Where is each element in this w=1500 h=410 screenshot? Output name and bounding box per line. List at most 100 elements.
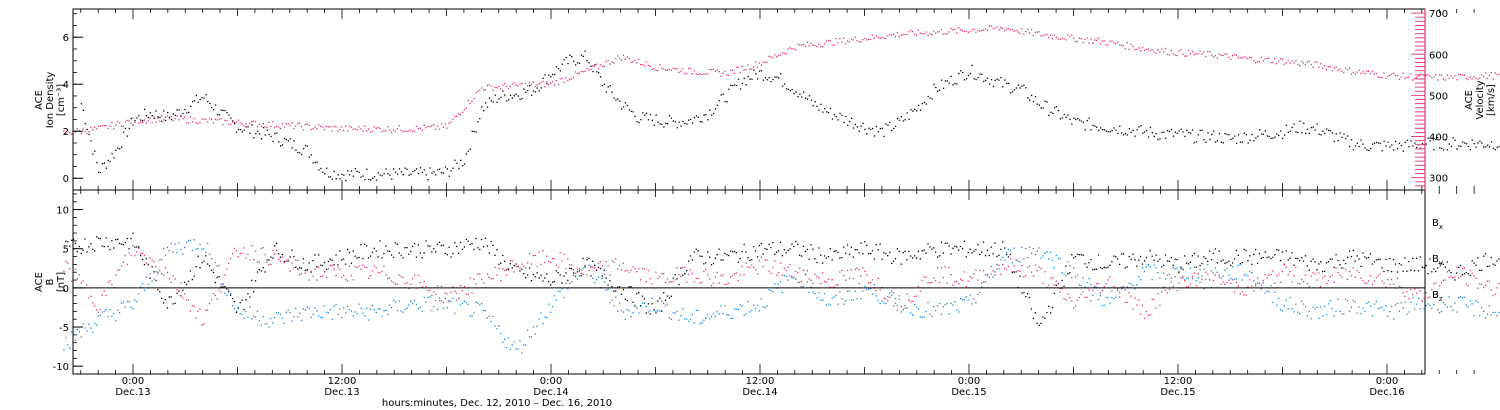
by-point-456 — [937, 305, 939, 307]
bx-point-138 — [327, 260, 329, 263]
density-point-202 — [467, 150, 469, 152]
density-point-254 — [567, 62, 569, 65]
density-point-34 — [145, 115, 148, 117]
bz-point-285 — [609, 274, 611, 276]
bz-point-281 — [601, 265, 603, 267]
bx-point-506 — [1032, 317, 1034, 320]
by-point-493 — [1007, 248, 1010, 250]
density-point-114 — [299, 152, 301, 154]
bz-point-84 — [224, 274, 226, 276]
bz-point-203 — [452, 286, 454, 288]
bz-point-550 — [1117, 290, 1119, 292]
bz-point-554 — [1124, 301, 1126, 304]
bz-point-594 — [1201, 278, 1203, 280]
by-point-588 — [1189, 267, 1192, 269]
bx-point-57 — [172, 303, 174, 305]
velocity-point-308 — [653, 68, 655, 70]
velocity-point-740 — [1481, 74, 1483, 76]
density-point-98 — [268, 133, 270, 136]
bx-point-15 — [92, 248, 94, 250]
bz-point-338 — [710, 284, 713, 287]
by-point-293 — [624, 318, 626, 320]
velocity-point-259 — [559, 78, 561, 80]
by-point-10 — [82, 323, 84, 325]
density-point-186 — [437, 169, 439, 171]
bx-point-668 — [1343, 259, 1345, 261]
velocity-point-295 — [628, 58, 630, 60]
bz-point-567 — [1149, 314, 1151, 316]
velocity-point-655 — [1318, 66, 1320, 68]
velocity-point-331 — [697, 74, 699, 76]
velocity-point-255 — [551, 81, 554, 83]
velocity-point-16 — [94, 126, 96, 128]
bz-point-315 — [666, 278, 669, 280]
by-point-453 — [931, 315, 933, 318]
density-point-453 — [948, 82, 950, 84]
velocity-point-84 — [224, 119, 226, 121]
by-point-400 — [829, 304, 831, 306]
bz-point-298 — [634, 267, 636, 270]
bz-point-639 — [1287, 274, 1289, 276]
velocity-point-638 — [1285, 62, 1287, 64]
bz-point-297 — [632, 266, 634, 268]
by-point-613 — [1237, 264, 1239, 267]
bz-point-329 — [693, 281, 695, 283]
bx-point-133 — [318, 254, 320, 256]
velocity-point-278 — [595, 63, 598, 65]
bx-point-599 — [1210, 259, 1213, 261]
bx-point-336 — [707, 251, 709, 253]
bz-point-495 — [1011, 270, 1013, 273]
by-point-547 — [1111, 297, 1113, 299]
bx-point-551 — [1119, 263, 1121, 265]
by-point-744 — [1488, 305, 1490, 307]
by-point-683 — [1371, 315, 1374, 317]
bx-point-239 — [521, 268, 523, 270]
bx-point-124 — [300, 267, 303, 269]
bx-point-582 — [1178, 272, 1180, 274]
by-point-297 — [632, 312, 634, 314]
density-point-170 — [406, 168, 408, 170]
by-point-691 — [1387, 315, 1389, 317]
density-point-83 — [239, 129, 242, 131]
velocity-point-289 — [617, 55, 619, 57]
velocity-point-379 — [789, 47, 791, 49]
by-point-320 — [676, 310, 678, 313]
by-point-720 — [1442, 302, 1444, 304]
bz-point-748 — [1496, 287, 1498, 289]
bx-point-47 — [153, 271, 155, 273]
velocity-point-39 — [138, 122, 140, 124]
bz-point-479 — [981, 282, 983, 284]
density-point-221 — [504, 94, 506, 96]
by-point-308 — [653, 309, 655, 312]
bx-point-297 — [632, 301, 634, 303]
by-point-300 — [638, 312, 640, 314]
bz-point-143 — [337, 266, 339, 268]
bx-point-390 — [810, 244, 812, 246]
by-point-545 — [1107, 296, 1109, 299]
by-point-143 — [337, 313, 339, 316]
bx-point-200 — [446, 254, 448, 256]
velocity-point-672 — [1350, 73, 1353, 75]
bz-point-580 — [1174, 275, 1176, 278]
by-point-81 — [218, 264, 220, 267]
density-point-231 — [523, 88, 525, 90]
bz-point-380 — [791, 275, 793, 277]
by-point-688 — [1381, 306, 1383, 308]
bz-point-561 — [1138, 299, 1140, 301]
velocity-point-489 — [1000, 27, 1002, 29]
by-point-594 — [1201, 275, 1203, 277]
bz-point-527 — [1073, 307, 1075, 309]
velocity-point-312 — [661, 67, 663, 69]
velocity-point-416 — [860, 41, 862, 43]
bz-point-72 — [201, 324, 203, 326]
by-point-592 — [1197, 277, 1199, 279]
by-point-0 — [63, 349, 65, 351]
density-point-212 — [486, 106, 489, 108]
density-point-303 — [661, 123, 663, 125]
velocity-point-611 — [1233, 54, 1236, 56]
density-point-109 — [289, 138, 291, 140]
density-point-668 — [1360, 139, 1362, 141]
by-point-509 — [1038, 247, 1040, 249]
velocity-point-383 — [797, 43, 799, 45]
by-point-694 — [1392, 318, 1395, 320]
